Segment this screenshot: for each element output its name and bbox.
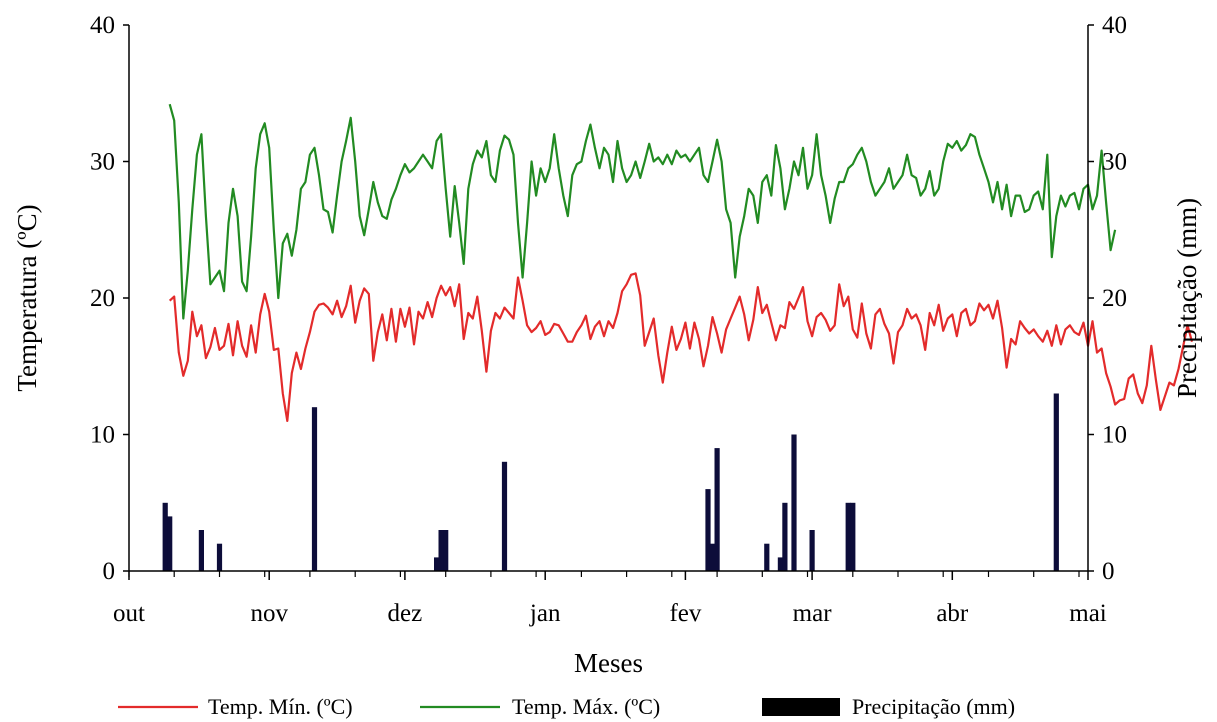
x-tick-label: abr: [936, 600, 969, 627]
legend-precipitation-label: Precipitação (mm): [852, 694, 1015, 719]
y-right-tick-label: 20: [1102, 285, 1127, 312]
x-tick-label: fev: [669, 600, 701, 627]
precipitation-bar: [764, 543, 770, 571]
x-tick-label: mai: [1069, 600, 1107, 627]
precipitation-bar: [434, 557, 440, 571]
legend-temp-min-label: Temp. Mín. (ºC): [208, 694, 353, 719]
y-right-tick-label: 10: [1102, 422, 1127, 449]
y-right-axis-title: Precipitação (mm): [1172, 198, 1202, 398]
precipitation-bar: [809, 530, 815, 571]
precipitation-bar: [850, 502, 856, 572]
y-left-tick-label: 0: [103, 558, 116, 585]
precipitation-bar: [791, 434, 797, 571]
precipitation-bar: [438, 530, 444, 571]
axis-labels: Meses Temperatura (ºC) Precipitação (mm): [12, 198, 1202, 678]
y-right-tick-label: 40: [1102, 12, 1127, 39]
x-tick-label: dez: [388, 600, 423, 627]
x-tick-label: nov: [250, 600, 288, 627]
x-tick-label: mar: [793, 600, 833, 627]
legend-temp-max-label: Temp. Máx. (ºC): [512, 694, 660, 719]
x-axis-title: Meses: [574, 648, 643, 678]
y-left-tick-label: 40: [90, 12, 115, 39]
precipitation-bar: [216, 543, 223, 571]
temp-min-line: [168, 272, 1194, 422]
plot-area: [162, 103, 1194, 572]
precipitation-bar: [714, 448, 720, 571]
legend-precipitation-swatch: [762, 698, 840, 716]
y-left-axis-title: Temperatura (ºC): [12, 204, 42, 391]
precipitation-bar: [167, 516, 173, 571]
precipitation-bar: [845, 502, 851, 572]
y-left-tick-label: 30: [90, 149, 115, 176]
x-tick-label: jan: [529, 600, 561, 627]
axes: 0 0 10 10 20 20 30 30 40 40 out nov dez jan fev mar abr m…: [90, 12, 1127, 627]
y-left-tick-label: 20: [90, 285, 115, 312]
precipitation-bar: [311, 407, 318, 571]
precipitation-bar: [709, 543, 716, 571]
precipitation-bar: [162, 502, 168, 572]
precipitation-bar: [198, 530, 204, 571]
precipitation-bar: [705, 489, 711, 571]
precipitation-bar: [782, 502, 788, 572]
precipitation-bar: [1053, 393, 1059, 571]
temp-max-line: [168, 103, 1117, 320]
precipitation-bar: [443, 530, 449, 571]
y-right-tick-label: 30: [1102, 149, 1127, 176]
y-right-tick-label: 0: [1102, 558, 1115, 585]
legend: Temp. Mín. (ºC) Temp. Máx. (ºC) Precipitaç…: [118, 694, 1015, 719]
y-left-tick-label: 10: [90, 422, 115, 449]
precipitation-bar: [501, 461, 508, 571]
x-tick-label: out: [113, 600, 145, 627]
precipitation-bar: [777, 557, 783, 571]
